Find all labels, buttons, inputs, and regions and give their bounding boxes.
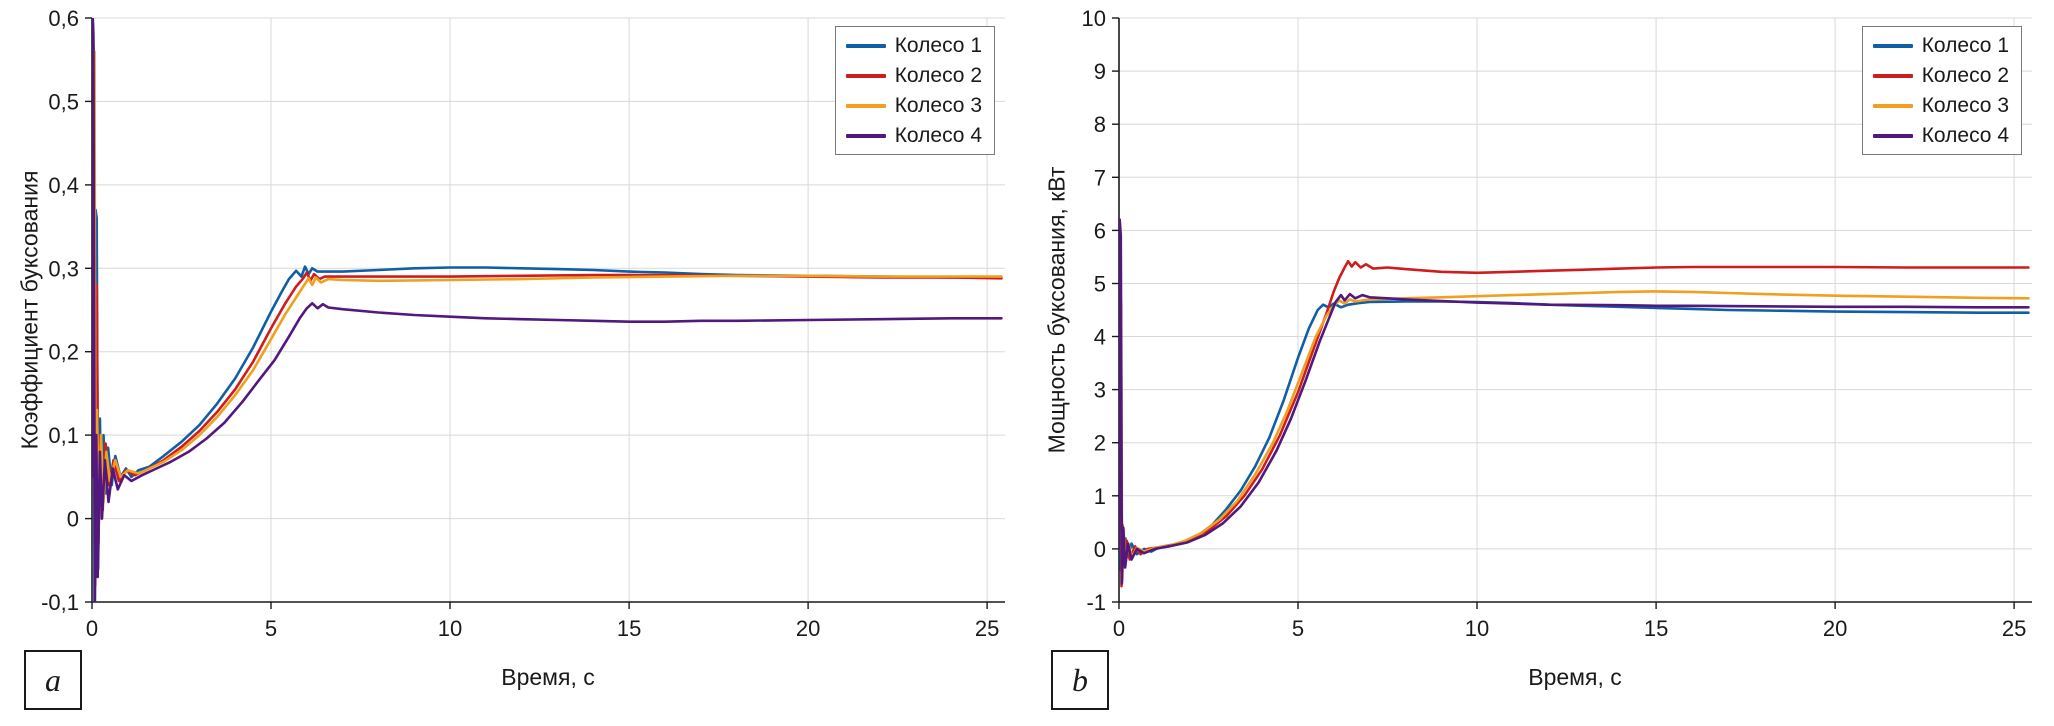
- svg-text:7: 7: [1094, 165, 1106, 190]
- svg-text:5: 5: [1292, 616, 1304, 641]
- legend-item: Колесо 1: [1872, 34, 2009, 57]
- svg-text:1: 1: [1094, 484, 1106, 509]
- svg-text:2: 2: [1094, 431, 1106, 456]
- x-axis-label: Время, с: [1528, 664, 1622, 690]
- panel-letter-a: a: [45, 662, 61, 698]
- chart-canvas-b: -1 0 1 2 3 4 5 6 7 8 9 10 0 5 10 15 20 25: [1082, 6, 2032, 641]
- legend-label: Колесо 4: [894, 124, 982, 148]
- legend-line-sample: [845, 73, 886, 78]
- svg-text:25: 25: [2002, 616, 2026, 641]
- legend-item: Колесо 4: [845, 124, 982, 148]
- svg-text:20: 20: [796, 616, 820, 641]
- svg-text:0,6: 0,6: [48, 6, 79, 31]
- svg-text:0,4: 0,4: [48, 173, 79, 198]
- svg-text:4: 4: [1094, 325, 1106, 350]
- svg-text:3: 3: [1094, 378, 1106, 403]
- legend-item: Колесо 3: [1872, 94, 2009, 118]
- legend-line-sample: [1872, 133, 1913, 138]
- svg-text:25: 25: [975, 616, 999, 641]
- legend-line-sample: [1872, 103, 1913, 108]
- svg-text:5: 5: [1094, 272, 1106, 297]
- legend-label: Колесо 2: [894, 64, 982, 88]
- legend-line-sample: [845, 103, 886, 108]
- legend-label: Колесо 1: [894, 34, 982, 57]
- svg-text:0,5: 0,5: [48, 89, 79, 114]
- y-axis-label: Коэффициент буксования: [16, 170, 43, 450]
- svg-text:10: 10: [1082, 6, 1106, 31]
- svg-text:9: 9: [1094, 59, 1106, 84]
- svg-text:15: 15: [1644, 616, 1668, 641]
- panel-letter-b: b: [1072, 662, 1088, 698]
- svg-text:0: 0: [1113, 616, 1125, 641]
- svg-text:20: 20: [1823, 616, 1847, 641]
- legend: Колесо 1 Колесо 2 Колесо 3 Колесо 4: [834, 26, 995, 156]
- panel-letter-box-a: a: [24, 650, 82, 710]
- svg-text:10: 10: [1465, 616, 1489, 641]
- chart-canvas-a: -0,1 0 0,1 0,2 0,3 0,4 0,5 0,6 0 5 10 15 20 25: [41, 6, 1005, 641]
- svg-text:0: 0: [67, 507, 79, 532]
- svg-text:6: 6: [1094, 218, 1106, 243]
- legend-item: Колесо 2: [1872, 64, 2009, 88]
- svg-text:0,1: 0,1: [48, 423, 79, 448]
- y-axis-label: Мощность буксования, кВт: [1043, 166, 1070, 454]
- chart-panel-a: -0,1 0 0,1 0,2 0,3 0,4 0,5 0,6 0 5 10 15 20 25 Коэффи…: [16, 6, 1005, 710]
- legend-item: Колесо 4: [1872, 124, 2009, 148]
- legend-line-sample: [1872, 43, 1913, 48]
- legend-label: Колесо 3: [894, 94, 982, 118]
- svg-text:8: 8: [1094, 112, 1106, 137]
- legend-line-sample: [845, 43, 886, 48]
- legend-item: Колесо 2: [845, 64, 982, 88]
- svg-text:10: 10: [438, 616, 462, 641]
- legend-label: Колесо 4: [1921, 124, 2009, 148]
- legend-label: Колесо 2: [1921, 64, 2009, 88]
- legend-item: Колесо 1: [845, 34, 982, 57]
- svg-text:0: 0: [86, 616, 98, 641]
- svg-text:0: 0: [1094, 537, 1106, 562]
- svg-text:15: 15: [617, 616, 641, 641]
- legend-line-sample: [845, 133, 886, 138]
- svg-text:-1: -1: [1086, 590, 1106, 615]
- svg-text:5: 5: [265, 616, 277, 641]
- svg-text:-0,1: -0,1: [41, 590, 79, 615]
- svg-text:0,2: 0,2: [48, 340, 79, 365]
- x-axis-label: Время, с: [501, 664, 595, 690]
- legend-label: Колесо 1: [1921, 34, 2009, 57]
- legend-line-sample: [1872, 73, 1913, 78]
- legend: Колесо 1 Колесо 2 Колесо 3 Колесо 4: [1861, 26, 2022, 156]
- svg-text:0,3: 0,3: [48, 256, 79, 281]
- legend-item: Колесо 3: [845, 94, 982, 118]
- legend-label: Колесо 3: [1921, 94, 2009, 118]
- chart-panel-b: -1 0 1 2 3 4 5 6 7 8 9 10 0 5 10 15 20 25 Мощность буксов…: [1027, 0, 2054, 726]
- panel-letter-box-b: b: [1051, 650, 1109, 710]
